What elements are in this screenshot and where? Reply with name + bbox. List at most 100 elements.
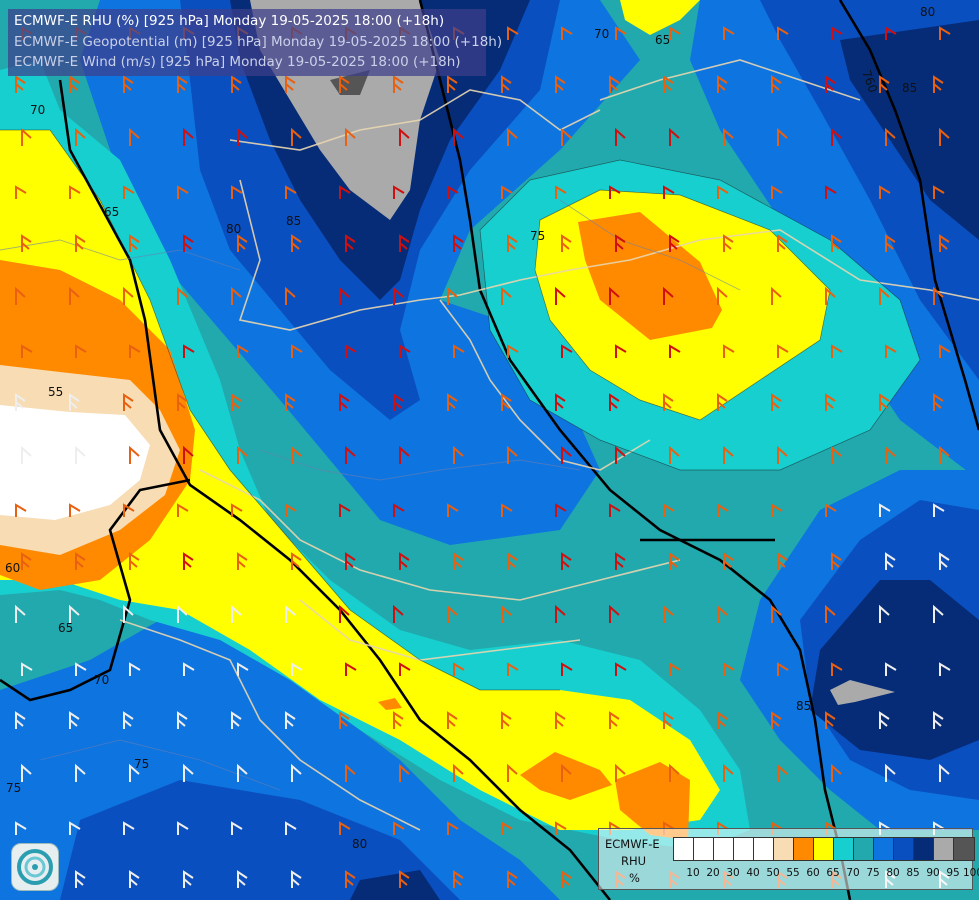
legend-tick-label: 95: [946, 867, 960, 879]
wind-barb: [339, 185, 351, 199]
legend-swatch: [794, 838, 814, 860]
wind-barb: [15, 185, 27, 199]
wind-barb: [831, 234, 842, 252]
wind-barb: [717, 75, 728, 93]
wind-barb: [561, 127, 572, 146]
wind-barb: [339, 503, 351, 517]
wind-barb: [129, 870, 140, 888]
wind-barb: [609, 286, 620, 305]
wind-barb: [237, 552, 248, 570]
legend-tick-label: 20: [706, 867, 720, 879]
wind-barb: [285, 185, 297, 199]
rhu-contour-65: [0, 129, 560, 691]
title-wind: ECMWF-E Wind (m/s) [925 hPa] Monday 19-0…: [14, 54, 461, 70]
wind-barb: [291, 870, 302, 888]
ecmwf-logo-icon: [11, 843, 59, 891]
wind-barb: [339, 75, 350, 93]
wind-barb: [447, 503, 459, 517]
wind-barb: [285, 286, 296, 305]
wind-barb: [723, 234, 734, 252]
contour-label-65-ne: 75: [530, 229, 545, 243]
wind-barb: [669, 552, 680, 570]
wind-barb: [885, 763, 896, 782]
legend-ticks: 10 20 30 40 50 55 60 65 70 75 80 85 90 95100: [683, 867, 979, 883]
legend-tick-label: 40: [746, 867, 760, 879]
wind-barb: [393, 821, 405, 835]
wind-barb: [507, 234, 518, 252]
wind-barb: [609, 604, 620, 623]
wind-barb: [555, 286, 566, 305]
wind-barb: [507, 552, 518, 570]
wind-barb: [393, 286, 404, 305]
wind-barb: [453, 662, 465, 676]
legend-tick-label: 30: [726, 867, 740, 879]
contour-label-75-sw: 75: [134, 757, 149, 771]
rhu-area-60-s3: [378, 698, 402, 710]
geopotential-line-3: [838, 0, 979, 431]
wind-barb: [501, 711, 512, 729]
wind-barb: [561, 662, 573, 676]
wind-barb: [717, 711, 728, 729]
wind-barb: [831, 763, 842, 782]
wind-barb: [777, 234, 788, 252]
wind-barb: [825, 503, 837, 517]
wind-barb: [885, 662, 897, 676]
wind-barb: [339, 393, 350, 411]
wind-barb: [717, 604, 728, 623]
wind-barb: [561, 552, 572, 570]
wind-barb: [69, 604, 80, 623]
wind-barb: [777, 763, 788, 782]
wind-barb: [501, 503, 513, 517]
legend-swatch: [894, 838, 914, 860]
wind-barb: [879, 286, 890, 305]
wind-barb: [771, 711, 782, 729]
wind-barb: [177, 75, 188, 93]
wind-barb: [231, 821, 243, 835]
legend-swatches: [673, 837, 975, 861]
wind-barb: [507, 344, 519, 358]
legend-tick-label: 80: [886, 867, 900, 879]
wind-barb: [669, 445, 680, 464]
wind-barb: [237, 127, 248, 146]
wind-barb: [15, 604, 26, 623]
wind-barb: [393, 711, 404, 729]
wind-barb: [561, 26, 573, 40]
wind-barb: [69, 393, 80, 411]
wind-barb: [393, 503, 405, 517]
wind-barb: [507, 445, 518, 464]
wind-barb: [231, 503, 243, 517]
contour-label-85: 85: [286, 214, 301, 228]
wind-barb: [237, 870, 248, 888]
wind-barb: [609, 75, 620, 93]
border-line-2: [238, 179, 631, 331]
wind-barb: [777, 552, 788, 570]
wind-barb: [933, 75, 944, 93]
wind-barb: [339, 286, 350, 305]
wind-barb: [453, 234, 464, 252]
contour-label-55: 55: [48, 385, 63, 399]
legend-tick-label: 60: [806, 867, 820, 879]
wind-barb: [21, 234, 32, 252]
legend-unit: %: [629, 871, 640, 885]
wind-barb: [723, 26, 735, 40]
contour-label-60: 60: [5, 561, 20, 575]
border-line-1: [229, 89, 601, 151]
legend-swatch: [854, 838, 874, 860]
wind-barb: [501, 75, 512, 93]
geopotential-line-2: [418, 0, 852, 900]
wind-barb: [237, 344, 249, 358]
legend-swatch: [734, 838, 754, 860]
wind-barb: [447, 286, 458, 305]
wind-barb: [123, 75, 134, 93]
wind-barb: [123, 604, 134, 623]
wind-barb: [771, 503, 783, 517]
wind-barb: [507, 870, 518, 888]
wind-barb: [447, 185, 459, 199]
wind-barb: [291, 552, 302, 570]
wind-barb: [555, 393, 566, 411]
wind-barb: [771, 75, 782, 93]
wind-barb: [669, 344, 681, 358]
title-geopotential: ECMWF-E Geopotential (m) [925 hPa] Monda…: [14, 33, 503, 50]
wind-barb: [21, 344, 33, 358]
